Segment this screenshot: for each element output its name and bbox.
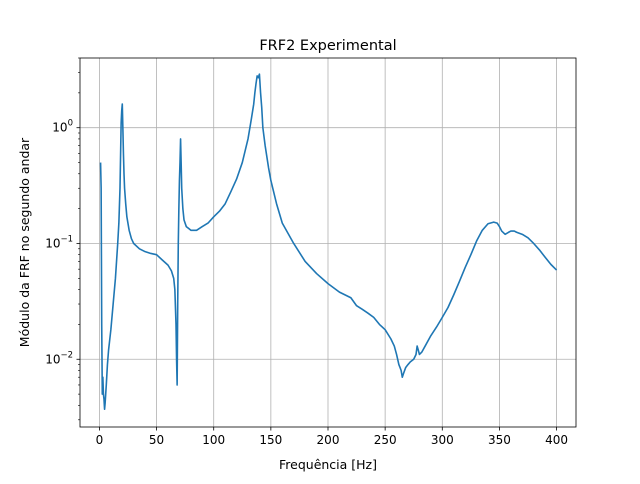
x-tick-label: 200	[317, 433, 340, 447]
x-tick-label: 400	[545, 433, 568, 447]
x-tick-label: 300	[431, 433, 454, 447]
x-tick-label: 100	[202, 433, 225, 447]
y-tick-label: 100	[52, 119, 73, 135]
x-tick-label: 350	[488, 433, 511, 447]
x-tick-label: 0	[96, 433, 104, 447]
x-tick-label: 150	[259, 433, 282, 447]
plot-area	[99, 73, 558, 411]
y-axis-ticks: 10−2 10−1 100	[45, 57, 80, 421]
x-axis-label: Frequência [Hz]	[279, 457, 377, 472]
y-tick-label: 10−2	[45, 350, 73, 366]
grid-lines	[80, 58, 576, 427]
x-tick-label: 250	[374, 433, 397, 447]
y-axis-label: Módulo da FRF no segundo andar	[17, 137, 32, 347]
x-tick-label: 50	[149, 433, 164, 447]
series-line	[99, 73, 558, 411]
x-axis-ticks: 0 50 100 150 200 250 300 350 400	[96, 427, 568, 447]
chart-title: FRF2 Experimental	[259, 38, 396, 54]
y-tick-label: 10−1	[45, 234, 73, 250]
